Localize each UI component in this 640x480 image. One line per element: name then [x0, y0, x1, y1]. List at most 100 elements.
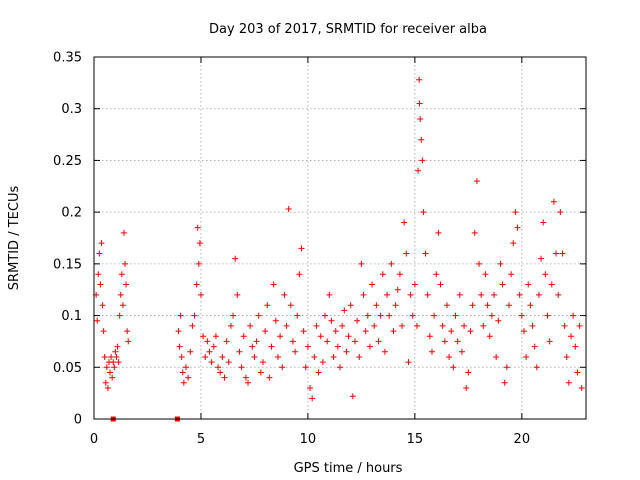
data-point [328, 317, 335, 324]
data-point [176, 343, 183, 350]
data-point [362, 328, 369, 335]
data-point [486, 333, 493, 340]
data-point [187, 348, 194, 355]
data-point [415, 167, 422, 174]
data-point [270, 281, 277, 288]
data-point [117, 291, 124, 298]
data-point [236, 348, 243, 355]
data-point [277, 333, 284, 340]
data-point [266, 374, 273, 381]
data-point [439, 322, 446, 329]
data-point [419, 157, 426, 164]
data-point [518, 312, 525, 319]
data-point [480, 322, 487, 329]
data-point [225, 359, 232, 366]
data-point [315, 369, 322, 376]
data-point [334, 343, 341, 350]
data-point [347, 302, 354, 309]
data-point [227, 322, 234, 329]
data-point [482, 271, 489, 278]
data-point [189, 322, 196, 329]
data-point [409, 312, 416, 319]
data-point [210, 343, 217, 350]
data-point [200, 333, 207, 340]
data-point [514, 224, 521, 231]
data-point [264, 302, 271, 309]
data-point [360, 291, 367, 298]
data-point [563, 353, 570, 360]
data-point [458, 348, 465, 355]
data-point [125, 338, 132, 345]
data-point [110, 359, 117, 366]
data-point [471, 229, 478, 236]
data-point [550, 198, 557, 205]
data-point [416, 76, 423, 83]
data-point [240, 333, 247, 340]
data-point [242, 374, 249, 381]
x-tick-label: 0 [90, 432, 98, 447]
data-point [179, 369, 186, 376]
data-point [384, 291, 391, 298]
data-point [120, 229, 127, 236]
data-point [555, 291, 562, 298]
data-point [538, 255, 545, 262]
data-point [253, 338, 260, 345]
data-point [354, 317, 361, 324]
data-point [478, 291, 485, 298]
data-point [255, 312, 262, 319]
data-point [411, 281, 418, 288]
data-point [196, 240, 203, 247]
data-point [319, 359, 326, 366]
data-point [443, 302, 450, 309]
data-point [437, 281, 444, 288]
data-point [416, 100, 423, 107]
data-point [390, 328, 397, 335]
data-point [553, 250, 560, 257]
data-point [463, 384, 470, 391]
data-point [193, 281, 200, 288]
data-point [428, 348, 435, 355]
data-point [381, 348, 388, 355]
data-point [540, 219, 547, 226]
data-point [501, 379, 508, 386]
data-point [544, 312, 551, 319]
data-point [191, 312, 198, 319]
data-points [93, 76, 585, 402]
data-point [330, 353, 337, 360]
data-point [559, 250, 566, 257]
data-point [364, 312, 371, 319]
data-point [456, 291, 463, 298]
data-point [108, 353, 115, 360]
data-point [568, 333, 575, 340]
data-point [343, 348, 350, 355]
data-point [561, 322, 568, 329]
data-point [523, 353, 530, 360]
data-point [516, 291, 523, 298]
data-point [249, 343, 256, 350]
data-point [311, 353, 318, 360]
data-point [422, 250, 429, 257]
data-point [399, 322, 406, 329]
data-point [96, 250, 103, 257]
data-point [103, 364, 110, 371]
data-point [197, 291, 204, 298]
data-point [332, 328, 339, 335]
data-point [247, 322, 254, 329]
data-point [257, 369, 264, 376]
data-point [292, 348, 299, 355]
data-point [232, 255, 239, 262]
data-point [535, 291, 542, 298]
data-point [484, 302, 491, 309]
data-point [111, 364, 118, 371]
data-point [185, 374, 192, 381]
data-point [510, 240, 517, 247]
data-point [122, 260, 129, 267]
data-point [251, 353, 258, 360]
data-point [433, 271, 440, 278]
data-point [572, 343, 579, 350]
data-point [123, 281, 130, 288]
data-point [102, 379, 109, 386]
data-point [195, 260, 202, 267]
data-point [119, 302, 126, 309]
data-point [512, 209, 519, 216]
